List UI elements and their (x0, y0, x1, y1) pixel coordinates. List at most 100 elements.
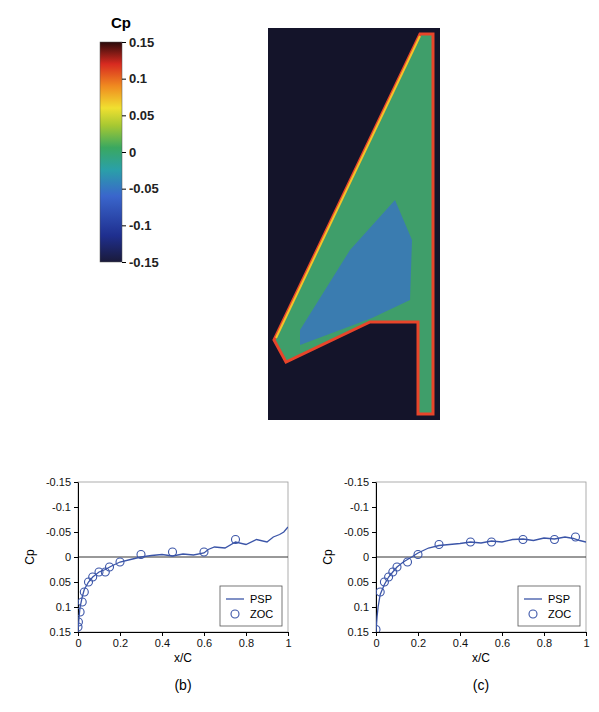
series-point (80, 588, 88, 596)
series-point (435, 541, 443, 549)
legend-line-swatch (226, 598, 244, 599)
y-tick-mark (372, 607, 376, 608)
legend-label: ZOC (548, 608, 571, 620)
colorbar-tick: -0.05 (122, 181, 159, 196)
legend-marker-swatch (231, 610, 239, 618)
x-tick-mark (418, 632, 419, 636)
series-point (85, 578, 93, 586)
wing-low-pressure (300, 200, 412, 345)
colorbar-tick-label: 0.15 (129, 35, 154, 50)
series-point (116, 558, 124, 566)
y-tick: 0.05 (348, 576, 376, 588)
y-tick-label: -0.05 (46, 526, 71, 538)
color-map: Cp0.150.10.050-0.05-0.1-0.15 (100, 14, 440, 420)
colorbar-tick-mark (122, 79, 126, 80)
y-tick: -0.1 (350, 501, 376, 513)
plot-frame (78, 482, 288, 632)
x-tick: 0 (75, 632, 81, 649)
reference-line (78, 557, 288, 558)
x-tick: 0.6 (495, 632, 510, 649)
series-point (101, 568, 109, 576)
x-tick: 0.4 (453, 632, 468, 649)
x-tick-mark (460, 632, 461, 636)
series-point (78, 598, 86, 606)
colorbar-tick: 0 (122, 145, 136, 160)
colorbar-tick-mark (122, 42, 126, 43)
series-point (393, 563, 401, 571)
x-tick-mark (204, 632, 205, 636)
legend-box (518, 586, 580, 626)
y-tick-label: 0 (363, 551, 369, 563)
colorbar-tick: -0.15 (122, 255, 159, 270)
x-tick: 0 (373, 632, 379, 649)
x-tick-mark (502, 632, 503, 636)
y-tick: -0.05 (344, 526, 376, 538)
x-tick-label: 0.6 (495, 637, 510, 649)
image-background (268, 28, 440, 420)
y-axis-title: Cp (321, 549, 335, 565)
x-tick: 1 (285, 632, 291, 649)
x-tick: 0.4 (155, 632, 170, 649)
y-tick-label: 0.05 (50, 576, 71, 588)
colorbar-tick-mark (122, 115, 126, 116)
y-tick-label: 0.1 (56, 601, 71, 613)
colorbar-tick-mark (122, 189, 126, 190)
series-point (78, 618, 82, 626)
x-axis: 0 0.2 0.4 0.6 0.8 1 (373, 632, 589, 649)
series-point (200, 548, 208, 556)
leading-edge (276, 36, 420, 338)
figure: Cp0.150.10.050-0.05-0.1-0.15-0.15-0.1-0.… (0, 0, 599, 712)
series-point (376, 626, 380, 633)
y-tick: -0.1 (52, 501, 78, 513)
colorbar-axis-line (123, 43, 127, 263)
x-tick: 0.2 (113, 632, 128, 649)
series-point (488, 538, 496, 546)
x-axis-title: x/C (472, 651, 490, 665)
wing (274, 34, 433, 414)
x-tick-label: 1 (583, 637, 589, 649)
y-tick: 0.1 (354, 601, 376, 613)
x-tick-mark (246, 632, 247, 636)
panel-label: (b) (174, 677, 191, 693)
x-tick-label: 0.2 (113, 637, 128, 649)
y-tick: -0.15 (344, 476, 376, 488)
legend-label: PSP (548, 593, 570, 605)
x-tick: 1 (583, 632, 589, 649)
y-tick-mark (372, 632, 376, 633)
y-tick-mark (74, 632, 78, 633)
plot-marks (78, 527, 288, 632)
x-tick-label: 0.2 (411, 637, 426, 649)
x-tick-label: 1 (285, 637, 291, 649)
panel-label: (c) (473, 677, 489, 693)
x-axis-line (377, 632, 587, 633)
colorbar-tick-label: 0 (129, 145, 136, 160)
y-tick-label: -0.05 (344, 526, 369, 538)
series-point (78, 608, 84, 616)
x-tick: 0.8 (537, 632, 552, 649)
y-tick: -0.15 (46, 476, 78, 488)
reference-line (376, 557, 586, 558)
series-point (169, 548, 177, 556)
colorbar-tick-label: -0.1 (129, 218, 151, 233)
x-tick-mark (376, 632, 377, 636)
series-point (572, 533, 580, 541)
series-point (106, 563, 114, 571)
y-tick-label: 0.15 (348, 626, 369, 638)
y-tick-mark (74, 557, 78, 558)
y-tick: 0.15 (50, 626, 78, 638)
x-tick: 0.8 (239, 632, 254, 649)
series-point (376, 588, 384, 596)
x-tick-label: 0.4 (453, 637, 468, 649)
x-tick-mark (586, 632, 587, 636)
series-point (467, 538, 475, 546)
series-point (137, 551, 145, 559)
colorbar-tick-label: -0.05 (129, 181, 159, 196)
y-axis: -0.15-0.1-0.0500.050.10.15 (46, 476, 79, 638)
y-tick-label: 0.05 (348, 576, 369, 588)
x-tick-mark (120, 632, 121, 636)
legend-label: PSP (250, 593, 272, 605)
x-axis-title: x/C (174, 651, 192, 665)
chart-panel: -0.15 -0.1 -0.05 0 0.05 0.1 0.15 0 0.2 0.4 0.6 0.8 1… (321, 476, 590, 693)
y-tick: 0.1 (56, 601, 78, 613)
x-tick-label: 0 (75, 637, 81, 649)
